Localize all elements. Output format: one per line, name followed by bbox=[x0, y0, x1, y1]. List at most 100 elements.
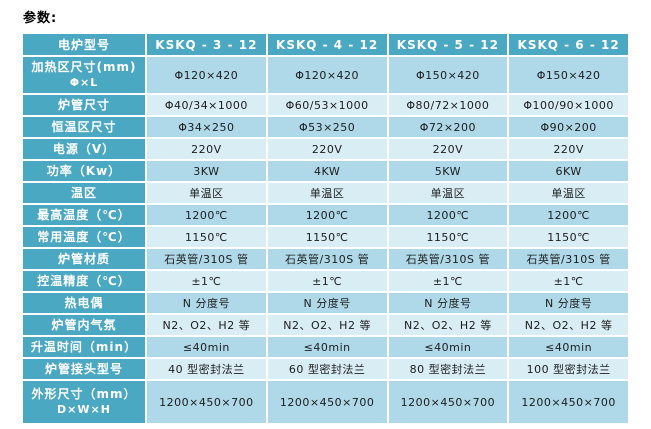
model-header: KSKQ - 6 - 12 bbox=[509, 34, 628, 55]
spec-cell: 单温区 bbox=[267, 183, 387, 203]
spec-cell: 1200×450×700 bbox=[267, 381, 387, 423]
row-label-line1: 电源（V） bbox=[52, 141, 116, 156]
spec-cell: Φ150×420 bbox=[509, 57, 628, 93]
spec-cell: 石英管/310S 管 bbox=[267, 249, 387, 269]
spec-cell: ±1℃ bbox=[267, 271, 387, 291]
table-row: 控温精度（℃） ±1℃ ±1℃ ±1℃ ±1℃ bbox=[23, 271, 628, 291]
spec-table-body: 加热区尺寸(mm) Φ×L Φ120×420 Φ120×420 Φ150×420 Φ150… bbox=[23, 57, 628, 423]
spec-cell: Φ60/53×1000 bbox=[267, 95, 387, 115]
row-label-line1: 热电偶 bbox=[64, 295, 104, 310]
spec-cell: 1200×450×700 bbox=[388, 381, 508, 423]
spec-cell: 石英管/310S 管 bbox=[509, 249, 628, 269]
spec-cell: 1150℃ bbox=[388, 227, 508, 247]
spec-cell: Φ120×420 bbox=[147, 57, 266, 93]
table-row: 最高温度（℃） 1200℃ 1200℃ 1200℃ 1200℃ bbox=[23, 205, 628, 225]
spec-cell: 单温区 bbox=[147, 183, 266, 203]
row-label-line2: Φ×L bbox=[69, 76, 99, 89]
spec-cell: 220V bbox=[267, 139, 387, 159]
spec-cell: 5KW bbox=[388, 161, 508, 181]
table-row: 常用温度（℃） 1150℃ 1150℃ 1150℃ 1150℃ bbox=[23, 227, 628, 247]
table-row: 加热区尺寸(mm) Φ×L Φ120×420 Φ120×420 Φ150×420 Φ150… bbox=[23, 57, 628, 93]
spec-cell: 3KW bbox=[147, 161, 266, 181]
row-label: 炉管材质 bbox=[23, 249, 145, 269]
row-label: 热电偶 bbox=[23, 293, 145, 313]
spec-cell: 4KW bbox=[267, 161, 387, 181]
table-row: 电源（V） 220V 220V 220V 220V bbox=[23, 139, 628, 159]
row-label: 常用温度（℃） bbox=[23, 227, 145, 247]
spec-cell: 单温区 bbox=[388, 183, 508, 203]
row-label: 功率（Kw） bbox=[23, 161, 145, 181]
spec-cell: ≤40min bbox=[147, 337, 266, 357]
spec-cell: 1200×450×700 bbox=[509, 381, 628, 423]
spec-cell: Φ53×250 bbox=[267, 117, 387, 137]
row-label-line1: 常用温度（℃） bbox=[37, 229, 131, 244]
spec-cell: ±1℃ bbox=[388, 271, 508, 291]
row-label-line1: 外形尺寸（mm） bbox=[31, 387, 137, 401]
spec-cell: ±1℃ bbox=[509, 271, 628, 291]
table-row: 升温时间（min） ≤40min ≤40min ≤40min ≤40min bbox=[23, 337, 628, 357]
row-label-line1: 炉管内气氛 bbox=[51, 317, 117, 332]
table-row: 恒温区尺寸 Φ34×250 Φ53×250 Φ72×200 Φ90×200 bbox=[23, 117, 628, 137]
spec-cell: N2、O2、H2 等 bbox=[509, 315, 628, 335]
spec-cell: 1200℃ bbox=[509, 205, 628, 225]
spec-table: 电炉型号 KSKQ - 3 - 12 KSKQ - 4 - 12 KSKQ - … bbox=[21, 32, 630, 425]
row-label-line1: 温区 bbox=[70, 185, 97, 200]
spec-cell: Φ40/34×1000 bbox=[147, 95, 266, 115]
spec-cell: Φ150×420 bbox=[388, 57, 508, 93]
row-label-line1: 控温精度（℃） bbox=[37, 273, 131, 288]
model-header: KSKQ - 3 - 12 bbox=[147, 34, 266, 55]
spec-cell: ≤40min bbox=[267, 337, 387, 357]
spec-cell: 1200×450×700 bbox=[147, 381, 266, 423]
spec-cell: Φ72×200 bbox=[388, 117, 508, 137]
table-row: 外形尺寸（mm） D×W×H 1200×450×700 1200×450×700 120… bbox=[23, 381, 628, 423]
spec-cell: 1200℃ bbox=[147, 205, 266, 225]
table-row: 功率（Kw） 3KW 4KW 5KW 6KW bbox=[23, 161, 628, 181]
spec-cell: Φ80/72×1000 bbox=[388, 95, 508, 115]
row-label-line1: 功率（Kw） bbox=[46, 163, 122, 178]
row-label-line1: 炉管尺寸 bbox=[57, 97, 110, 112]
spec-cell: 1150℃ bbox=[267, 227, 387, 247]
row-label: 外形尺寸（mm） D×W×H bbox=[23, 381, 145, 423]
spec-cell: Φ120×420 bbox=[267, 57, 387, 93]
spec-cell: N 分度号 bbox=[267, 293, 387, 313]
spec-cell: Φ100/90×1000 bbox=[509, 95, 628, 115]
table-row: 温区 单温区 单温区 单温区 单温区 bbox=[23, 183, 628, 203]
row-label: 控温精度（℃） bbox=[23, 271, 145, 291]
spec-cell: 1150℃ bbox=[147, 227, 266, 247]
spec-cell: N2、O2、H2 等 bbox=[147, 315, 266, 335]
spec-cell: 80 型密封法兰 bbox=[388, 359, 508, 379]
table-row: 炉管尺寸 Φ40/34×1000 Φ60/53×1000 Φ80/72×1000 Φ10… bbox=[23, 95, 628, 115]
row-label: 炉管接头型号 bbox=[23, 359, 145, 379]
table-header-row: 电炉型号 KSKQ - 3 - 12 KSKQ - 4 - 12 KSKQ - … bbox=[23, 34, 628, 55]
spec-cell: 100 型密封法兰 bbox=[509, 359, 628, 379]
spec-cell: N 分度号 bbox=[388, 293, 508, 313]
row-label-line1: 炉管接头型号 bbox=[44, 361, 123, 376]
spec-cell: N 分度号 bbox=[147, 293, 266, 313]
spec-cell: N2、O2、H2 等 bbox=[388, 315, 508, 335]
spec-cell: 1200℃ bbox=[388, 205, 508, 225]
spec-cell: 220V bbox=[147, 139, 266, 159]
spec-cell: 石英管/310S 管 bbox=[388, 249, 508, 269]
spec-cell: 石英管/310S 管 bbox=[147, 249, 266, 269]
table-row: 炉管材质 石英管/310S 管石英管/310S 管石英管/310S 管石英管/31… bbox=[23, 249, 628, 269]
spec-cell: 220V bbox=[388, 139, 508, 159]
spec-cell: N2、O2、H2 等 bbox=[267, 315, 387, 335]
spec-cell: N 分度号 bbox=[509, 293, 628, 313]
spec-cell: 220V bbox=[509, 139, 628, 159]
row-label: 炉管内气氛 bbox=[23, 315, 145, 335]
row-label-line1: 最高温度（℃） bbox=[37, 207, 131, 222]
spec-cell: 40 型密封法兰 bbox=[147, 359, 266, 379]
row-label: 恒温区尺寸 bbox=[23, 117, 145, 137]
table-row: 炉管内气氛 N2、O2、H2 等 N2、O2、H2 等 N2、O2、H2 等 N2、O2… bbox=[23, 315, 628, 335]
row-label-line2: D×W×H bbox=[57, 403, 111, 416]
row-label: 温区 bbox=[23, 183, 145, 203]
row-label: 升温时间（min） bbox=[23, 337, 145, 357]
spec-cell: Φ34×250 bbox=[147, 117, 266, 137]
table-row: 炉管接头型号 40 型密封法兰 60 型密封法兰 80 型密封法兰 100 型密封法兰 bbox=[23, 359, 628, 379]
spec-cell: 单温区 bbox=[509, 183, 628, 203]
spec-cell: Φ90×200 bbox=[509, 117, 628, 137]
spec-cell: 1150℃ bbox=[509, 227, 628, 247]
page-title: 参数: bbox=[23, 11, 58, 26]
spec-cell: ≤40min bbox=[509, 337, 628, 357]
